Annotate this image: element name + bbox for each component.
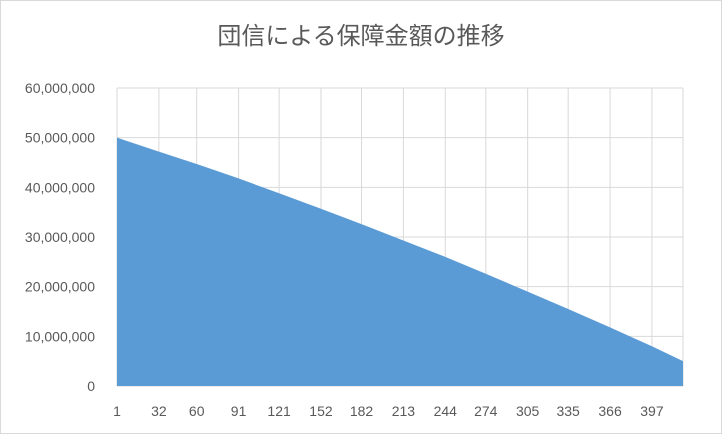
x-tick-label: 335 (556, 403, 580, 419)
x-tick-label: 305 (516, 403, 540, 419)
x-tick-label: 1 (113, 403, 121, 419)
y-tick-label: 50,000,000 (25, 130, 95, 146)
series-area (117, 137, 683, 386)
x-axis-ticks: 1 32 60 91 121 152 182 213 244 274 305 335 366 397 (113, 403, 664, 419)
x-tick-label: 60 (189, 403, 205, 419)
y-tick-label: 20,000,000 (25, 279, 95, 295)
x-tick-label: 274 (474, 403, 498, 419)
y-tick-label: 30,000,000 (25, 229, 95, 245)
x-tick-label: 121 (267, 403, 291, 419)
grid-lines (116, 87, 684, 387)
y-tick-label: 60,000,000 (25, 80, 95, 96)
y-axis-ticks: 0 10,000,000 20,000,000 30,000,000 40,000,00… (25, 80, 95, 394)
x-tick-label: 397 (640, 403, 664, 419)
area-series (117, 137, 683, 386)
x-tick-label: 91 (231, 403, 247, 419)
x-tick-label: 366 (598, 403, 622, 419)
x-tick-label: 152 (309, 403, 333, 419)
y-tick-label: 40,000,000 (25, 179, 95, 195)
x-tick-label: 32 (151, 403, 167, 419)
x-tick-label: 182 (350, 403, 374, 419)
x-tick-label: 244 (434, 403, 458, 419)
chart-title: 団信による保障金額の推移 (217, 22, 505, 50)
x-tick-label: 213 (392, 403, 416, 419)
y-tick-label: 10,000,000 (25, 328, 95, 344)
y-tick-label: 0 (87, 378, 95, 394)
